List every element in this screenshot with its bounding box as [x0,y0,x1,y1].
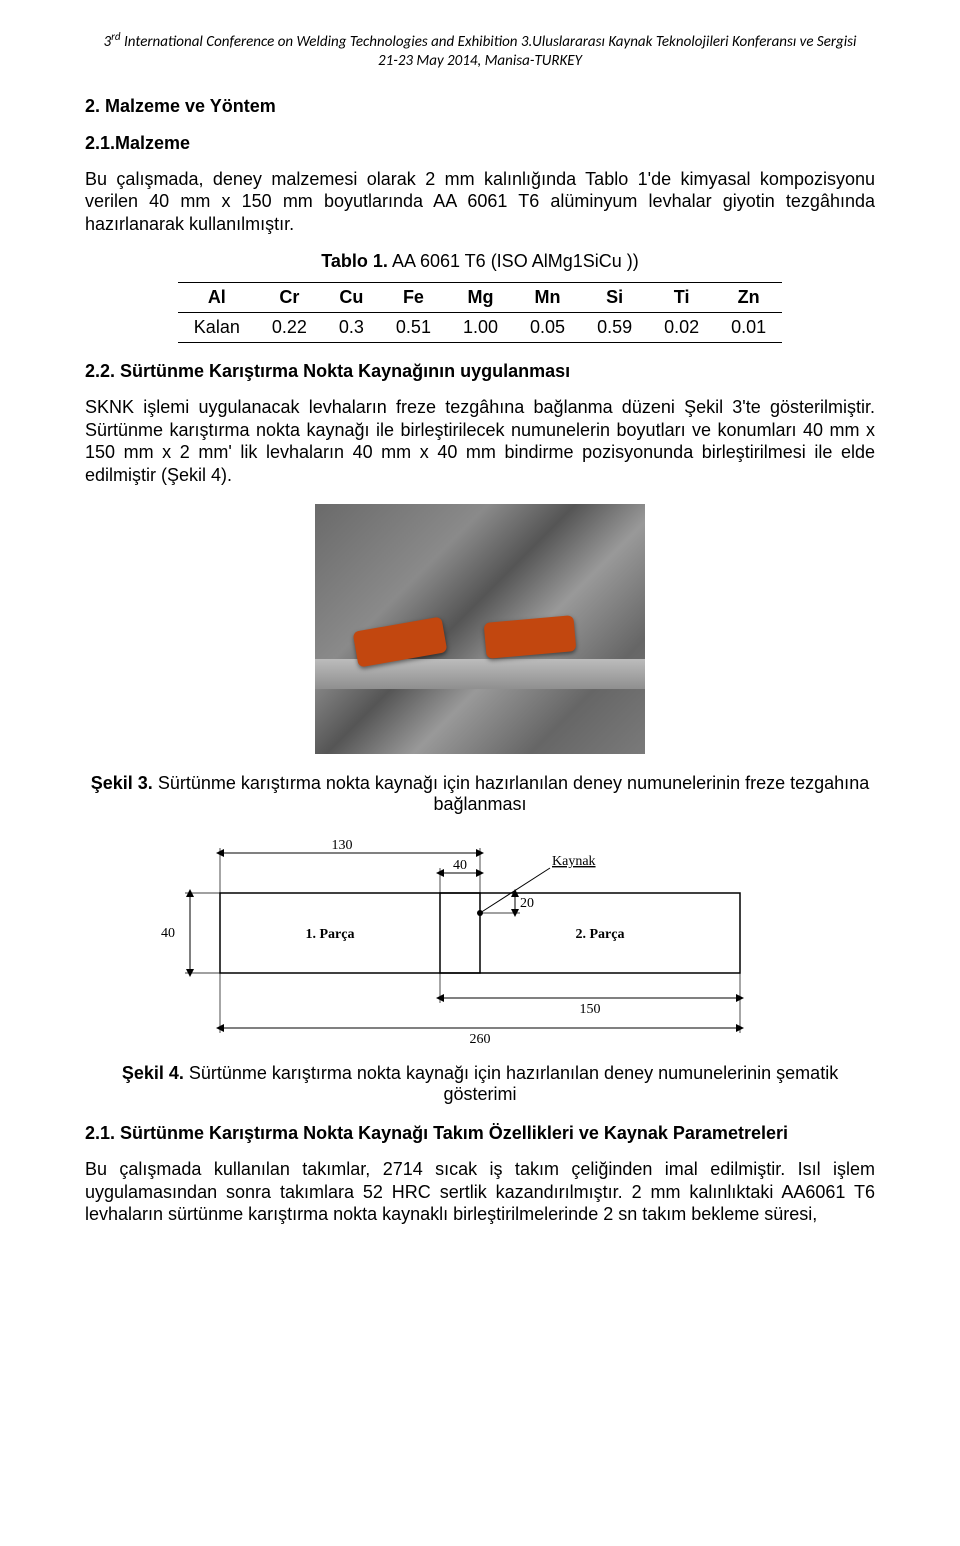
table-header-row: Al Cr Cu Fe Mg Mn Si Ti Zn [178,283,782,313]
figure4-caption: Şekil 4. Sürtünme karıştırma nokta kayna… [85,1063,875,1105]
figure3-wrap [85,504,875,759]
cell-ti: 0.02 [648,313,715,343]
cell-cu: 0.3 [323,313,380,343]
table1-caption: Tablo 1. AA 6061 T6 (ISO AlMg1SiCu )) [85,251,875,272]
composition-table: Al Cr Cu Fe Mg Mn Si Ti Zn Kalan 0.22 0.… [178,282,782,343]
figure4-caption-bold: Şekil 4. [122,1063,184,1083]
subsection-21-heading: 2.1.Malzeme [85,133,875,154]
kaynak-label: Kaynak [552,854,596,869]
figure3-caption-bold: Şekil 3. [91,773,153,793]
cell-cr: 0.22 [256,313,323,343]
col-cu: Cu [323,283,380,313]
conference-header-line2: 21-23 May 2014, Manisa-TURKEY [85,52,875,71]
figure4-schematic: Kaynak 130 40 40 20 1. Parça 2. Parça 15… [120,833,840,1053]
figure4-caption-rest: Sürtünme karıştırma nokta kaynağı için h… [184,1063,838,1104]
cell-si: 0.59 [581,313,648,343]
subsection-22-body1: SKNK işlemi uygulanacak levhaların freze… [85,396,875,486]
table1-caption-bold: Tablo 1. [321,251,388,271]
parca1-label: 1. Parça [306,927,355,942]
header-num: 3 [104,33,112,51]
col-ti: Ti [648,283,715,313]
dim-260-text: 260 [470,1032,491,1047]
col-mn: Mn [514,283,581,313]
cell-zn: 0.01 [715,313,782,343]
subsection-22-heading: 2.2. Sürtünme Karıştırma Nokta Kaynağını… [85,361,875,382]
parca2-label: 2. Parça [576,927,625,942]
cell-al: Kalan [178,313,256,343]
dim-40left-text: 40 [161,926,175,941]
cell-mg: 1.00 [447,313,514,343]
figure3-caption-rest: Sürtünme karıştırma nokta kaynağı için h… [153,773,869,814]
conference-header: 3rd International Conference on Welding … [85,30,875,71]
dim-130-text: 130 [332,838,353,853]
cell-mn: 0.05 [514,313,581,343]
col-al: Al [178,283,256,313]
dim-40top-text: 40 [453,858,467,873]
col-cr: Cr [256,283,323,313]
table-data-row: Kalan 0.22 0.3 0.51 1.00 0.05 0.59 0.02 … [178,313,782,343]
header-sup: rd [111,30,120,43]
subsection-21b-body: Bu çalışmada kullanılan takımlar, 2714 s… [85,1158,875,1226]
dim-150-text: 150 [580,1002,601,1017]
subsection-21-body: Bu çalışmada, deney malzemesi olarak 2 m… [85,168,875,236]
section-2-heading: 2. Malzeme ve Yöntem [85,96,875,117]
col-si: Si [581,283,648,313]
figure4-schematic-wrap: Kaynak 130 40 40 20 1. Parça 2. Parça 15… [120,833,840,1053]
table1-caption-rest: AA 6061 T6 (ISO AlMg1SiCu )) [388,251,639,271]
dim-20-text: 20 [520,896,534,911]
col-mg: Mg [447,283,514,313]
subsection-21b-heading: 2.1. Sürtünme Karıştırma Nokta Kaynağı T… [85,1123,875,1144]
col-zn: Zn [715,283,782,313]
header-text1: International Conference on Welding Tech… [121,33,857,51]
figure3-photo [315,504,645,754]
cell-fe: 0.51 [380,313,447,343]
conference-header-line1: 3rd International Conference on Welding … [85,30,875,52]
col-fe: Fe [380,283,447,313]
figure3-caption: Şekil 3. Sürtünme karıştırma nokta kayna… [85,773,875,815]
